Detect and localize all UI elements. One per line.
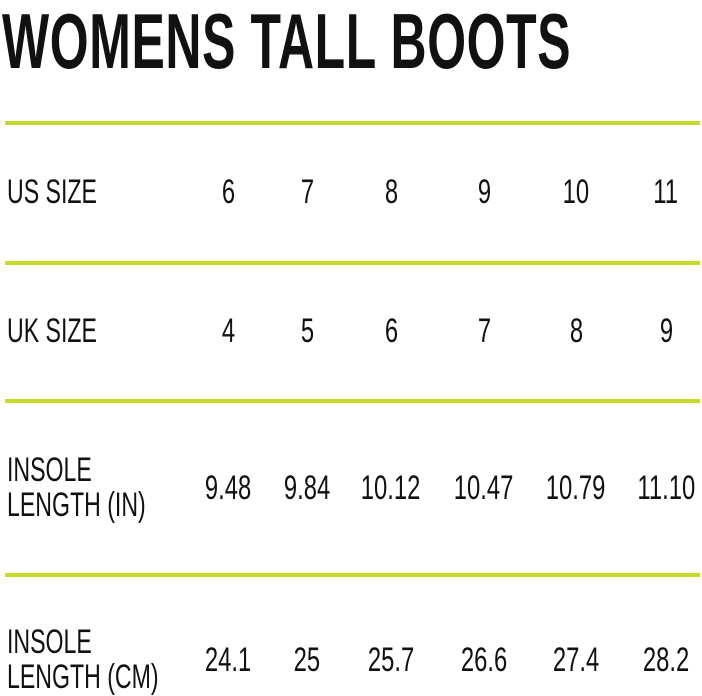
- table-cell: 9: [434, 172, 534, 211]
- table-cell: 6: [178, 172, 278, 211]
- cell-value: 4: [221, 311, 235, 350]
- cell-value: 8: [569, 311, 583, 350]
- table-cell: 7: [257, 172, 357, 211]
- row-label: UK SIZE: [7, 311, 97, 350]
- cell-value: 7: [300, 172, 314, 211]
- row-divider: [5, 121, 700, 125]
- table-cell: 9.48: [178, 468, 278, 507]
- table-cell: 11: [616, 172, 702, 211]
- cell-value: 6: [384, 311, 398, 350]
- cell-value: 9.48: [204, 468, 252, 507]
- cell-value: 27.4: [552, 640, 600, 679]
- table-cell: 25: [257, 640, 357, 679]
- cell-value: 10.79: [546, 468, 606, 507]
- cell-value: 26.6: [460, 640, 508, 679]
- table-cell: 26.6: [434, 640, 534, 679]
- cell-value: 25.7: [367, 640, 415, 679]
- table-cell: 4: [178, 311, 278, 350]
- row-label: LENGTH (CM): [7, 658, 159, 696]
- row-divider: [5, 573, 700, 577]
- row-label: US SIZE: [7, 172, 97, 211]
- cell-value: 11.10: [637, 468, 695, 507]
- table-cell: 9: [616, 311, 702, 350]
- title-text: WOMENS TALL BOOTS: [2, 0, 572, 85]
- cell-value: 24.1: [204, 640, 252, 679]
- table-cell: 11.10: [616, 468, 702, 507]
- row-label: INSOLE: [7, 623, 92, 661]
- row-divider: [5, 261, 700, 265]
- row-divider: [5, 399, 700, 403]
- cell-value: 9: [659, 311, 673, 350]
- table-cell: 10.79: [526, 468, 626, 507]
- cell-value: 25: [293, 640, 321, 679]
- table-cell: 25.7: [341, 640, 441, 679]
- cell-value: 9: [477, 172, 491, 211]
- cell-value: 7: [477, 311, 491, 350]
- table-cell: 5: [257, 311, 357, 350]
- cell-value: 9.84: [283, 468, 331, 507]
- table-cell: 24.1: [178, 640, 278, 679]
- row-label: LENGTH (IN): [7, 486, 146, 524]
- cell-value: 5: [300, 311, 314, 350]
- table-cell: 6: [341, 311, 441, 350]
- table-cell: 27.4: [526, 640, 626, 679]
- cell-value: 10.47: [454, 468, 514, 507]
- table-cell: 10.47: [434, 468, 534, 507]
- cell-value: 10.12: [361, 468, 421, 507]
- table-cell: 8: [526, 311, 626, 350]
- table-cell: 9.84: [257, 468, 357, 507]
- table-cell: 8: [341, 172, 441, 211]
- cell-value: 28.2: [642, 640, 690, 679]
- cell-value: 8: [384, 172, 398, 211]
- chart-title: WOMENS TALL BOOTS: [0, 0, 702, 85]
- table-cell: 7: [434, 311, 534, 350]
- table-cell: 10: [526, 172, 626, 211]
- cell-value: 11: [653, 172, 679, 211]
- table-cell: 28.2: [616, 640, 702, 679]
- row-label: INSOLE: [7, 451, 92, 489]
- cell-value: 6: [221, 172, 235, 211]
- cell-value: 10: [562, 172, 590, 211]
- table-cell: 10.12: [341, 468, 441, 507]
